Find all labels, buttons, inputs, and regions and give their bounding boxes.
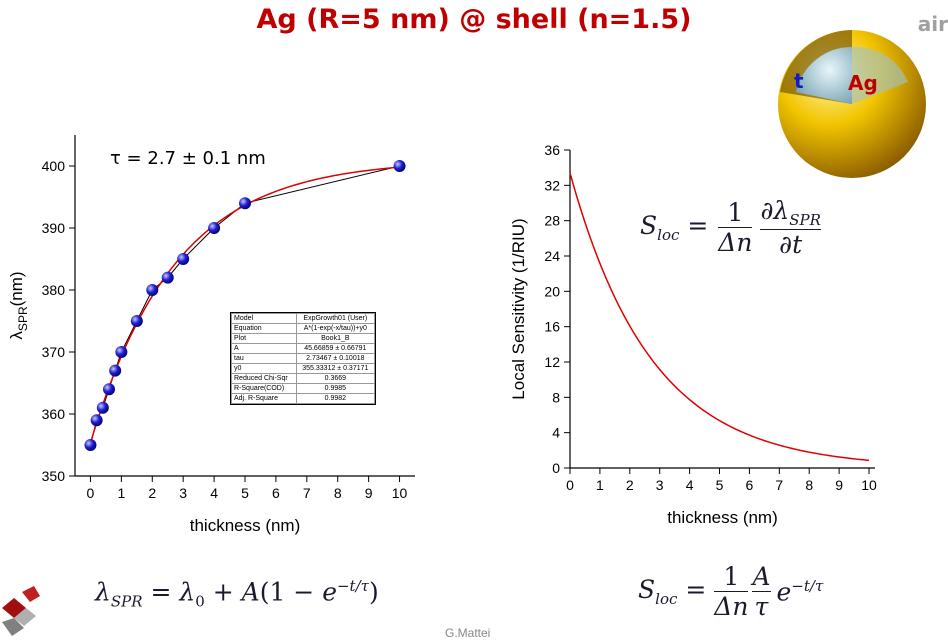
x-tick-label: 6 [272,485,280,501]
data-point [90,414,103,427]
fit-table-row: R-Square(COD) 0.9985 [231,383,376,394]
fit-param-name: Plot [231,333,297,344]
fit-param-name: Adj. R-Square [231,393,297,404]
data-point [208,222,221,234]
y-axis-label: λSPR(nm) [7,271,30,339]
fit-param-value: 2.73467 ± 0.10018 [295,353,376,364]
y-tick-label: 380 [42,282,66,298]
fit-param-name: R-Square(COD) [231,383,297,394]
fit-table-row: tau 2.73467 ± 0.10018 [231,353,376,364]
x-tick-label: 4 [210,485,218,501]
fit-table-row: Model ExpGrowth01 (User) [231,313,376,324]
data-point [146,284,159,296]
fit-param-value: 0.9985 [295,383,376,394]
y-tick-label: 36 [544,142,560,158]
fit-param-value: Book1_B [295,333,376,344]
x-tick-label: 2 [626,477,634,493]
tau-annotation: τ = 2.7 ± 0.1 nm [110,148,266,169]
x-axis-label: thickness (nm) [667,508,778,527]
fit-param-name: Model [231,313,297,324]
y-tick-label: 12 [544,354,560,370]
x-tick-label: 1 [117,485,125,501]
fit-param-name: Equation [231,323,297,334]
fit-table-row: Adj. R-Square 0.9982 [231,393,376,404]
lambda-spr-formula: λSPR = λ0 + A(1 − e−t/τ) [95,577,379,611]
x-axis-label: thickness (nm) [190,516,301,535]
y-tick-label: 0 [552,460,560,476]
fit-table-row: Reduced Chi-Sqr 0.3669 [231,373,376,384]
shell-thickness-label: t [794,69,804,93]
fit-param-value: 0.3669 [295,373,376,384]
data-point [393,160,406,172]
s-loc-derivative-formula: Sloc = 1 Δn ∂λSPR ∂t [640,196,821,259]
x-tick-label: 6 [746,477,754,493]
author-credit: G.Mattei [445,626,491,640]
fit-table-row: A 45.66859 ± 0.66791 [231,343,376,354]
y-tick-label: 400 [42,158,66,174]
fit-param-value: A*(1-exp(-x/tau))+y0 [295,323,376,334]
x-tick-label: 0 [566,477,574,493]
fit-param-name: A [231,343,297,354]
fit-param-value: 0.9982 [295,393,376,404]
y-tick-label: 20 [544,283,560,299]
data-point [84,439,97,451]
fit-parameters-table: Model ExpGrowth01 (User) Equation A*(1-exp(… [230,312,376,405]
y-tick-label: 370 [42,344,66,360]
y-tick-label: 28 [544,213,560,229]
fit-table-row: Equation A*(1-exp(-x/tau))+y0 [231,323,376,334]
air-label: air [917,12,948,36]
x-tick-label: 9 [365,485,373,501]
fit-param-value: 45.66859 ± 0.66791 [295,343,376,354]
lambda-spr-vs-thickness-chart: 350 360 370 380 390 400 0 1 2 3 4 5 6 7 8 9 10 thickness … [7,135,415,535]
x-tick-label: 3 [179,485,187,501]
data-point [109,364,122,377]
y-tick-label: 16 [544,319,560,335]
x-tick-label: 4 [686,477,694,493]
fit-param-value: ExpGrowth01 (User) [295,313,376,324]
fit-param-name: y0 [231,363,297,374]
x-tick-label: 5 [241,485,249,501]
data-point [115,346,128,358]
slide-title: Ag (R=5 nm) @ shell (n=1.5) [256,4,692,35]
x-tick-label: 9 [835,477,843,493]
data-point [177,253,190,265]
y-axis-label: Local Sensitivity (1/RIU) [509,218,528,399]
x-tick-label: 7 [775,477,783,493]
x-tick-label: 2 [148,485,156,501]
data-point [96,401,109,414]
x-tick-label: 0 [87,485,95,501]
x-tick-label: 3 [656,477,664,493]
institution-logo-icon [2,586,40,636]
y-tick-label: 390 [42,220,66,236]
fit-table-row: y0 355.33312 ± 0.37171 [231,363,376,374]
fit-param-name: tau [231,353,297,364]
x-tick-label: 7 [303,485,311,501]
y-tick-label: 360 [42,406,66,422]
y-tick-label: 350 [42,468,66,484]
x-tick-label: 10 [861,477,877,493]
y-tick-label: 32 [544,177,560,193]
y-tick-label: 8 [552,389,560,405]
x-tick-label: 1 [596,477,604,493]
x-tick-label: 8 [334,485,342,501]
data-point [161,271,174,284]
fit-param-name: Reduced Chi-Sqr [231,373,297,384]
y-tick-label: 24 [544,248,560,264]
x-tick-label: 5 [716,477,724,493]
fit-param-value: 355.33312 ± 0.37171 [295,363,376,374]
data-point [103,383,115,396]
core-shell-sphere-illustration: t Ag [778,30,926,178]
x-tick-label: 8 [805,477,813,493]
sensitivity-curve [569,172,870,462]
y-tick-label: 4 [552,425,560,441]
fit-table-row: Plot Book1_B [231,333,376,344]
data-point [239,197,251,210]
data-point [130,315,143,327]
core-ag-label: Ag [848,71,878,95]
x-tick-label: 10 [392,485,408,501]
